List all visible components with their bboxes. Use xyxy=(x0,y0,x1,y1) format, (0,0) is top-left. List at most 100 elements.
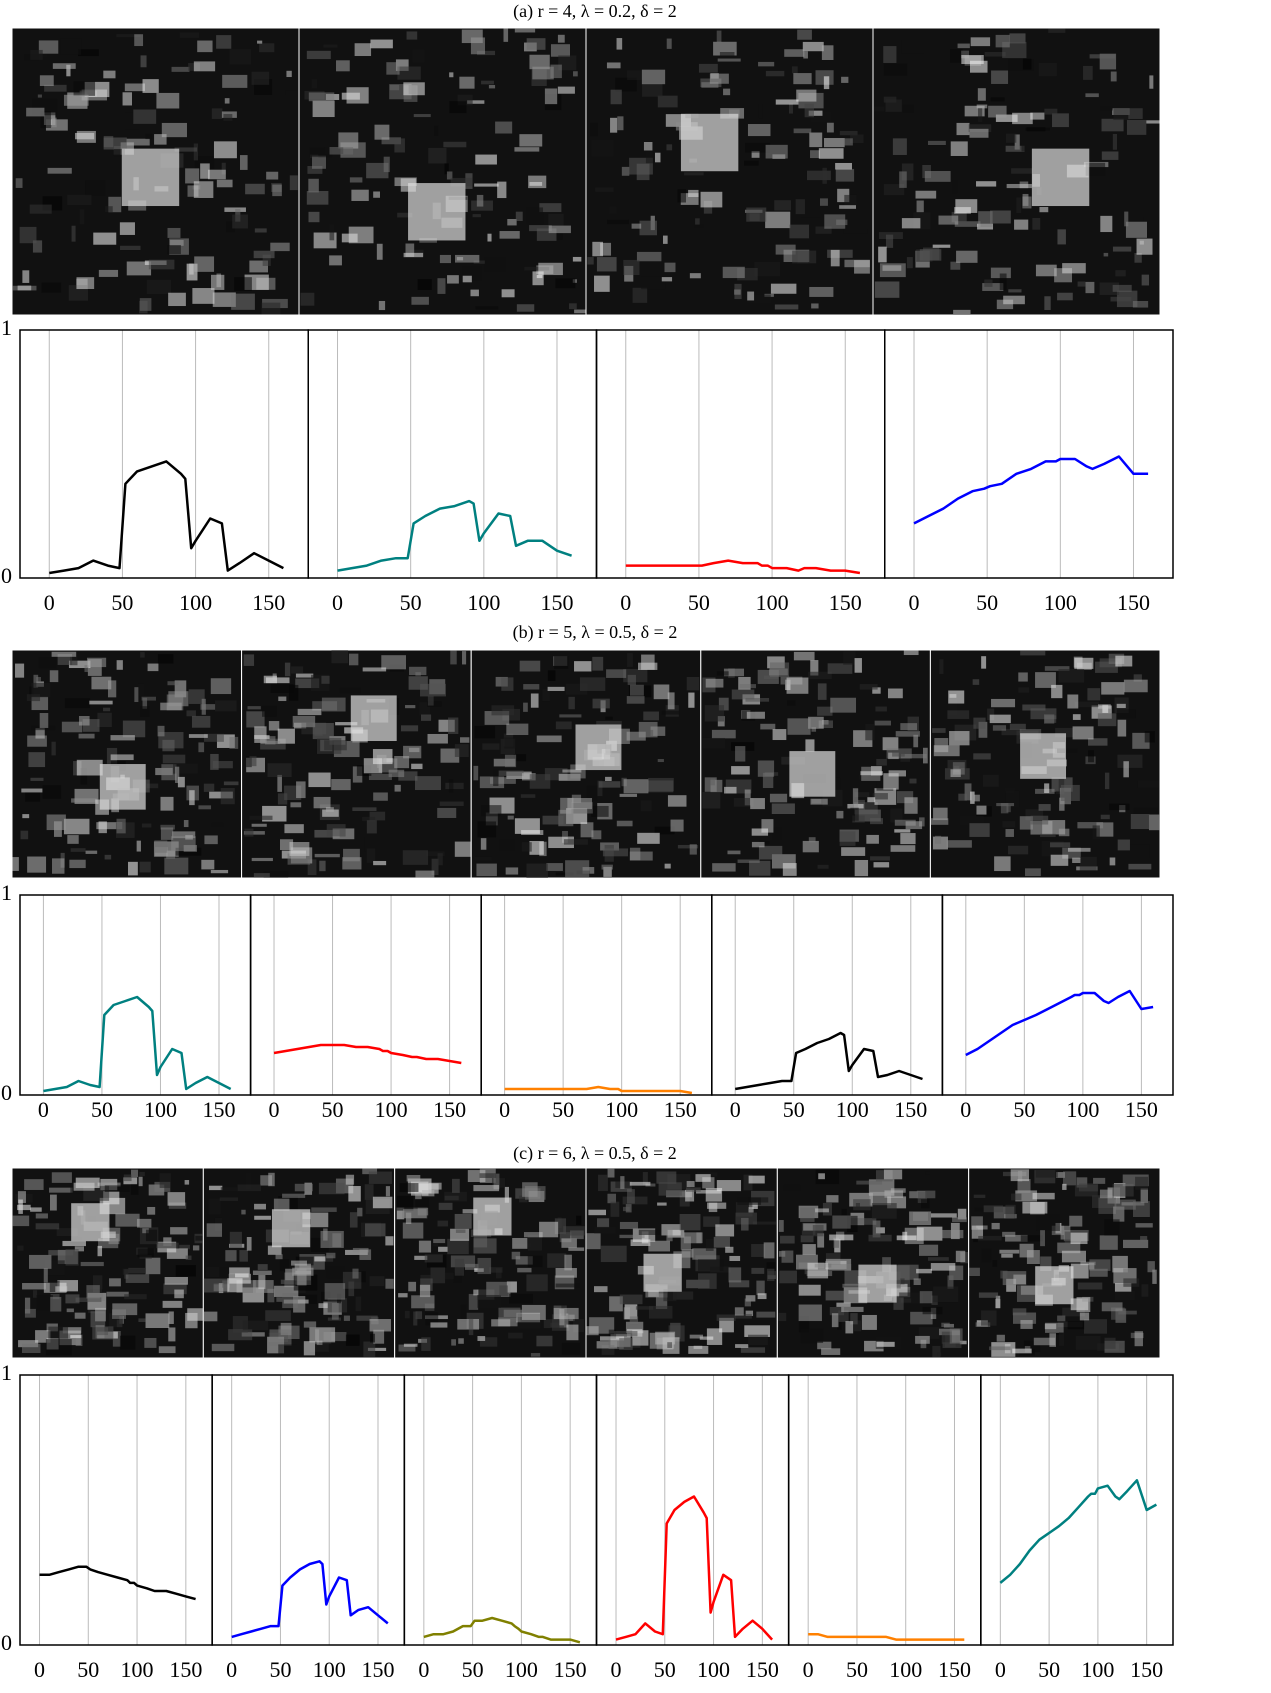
map-texture xyxy=(1012,1308,1027,1316)
map-texture xyxy=(1030,112,1045,120)
map-texture xyxy=(810,150,820,159)
map-texture xyxy=(376,243,383,260)
map-texture xyxy=(499,839,515,851)
map-texture xyxy=(70,848,86,852)
map-texture xyxy=(595,187,614,192)
map-texture xyxy=(261,302,281,315)
map-texture xyxy=(919,1291,933,1304)
map-texture xyxy=(817,683,827,700)
map-texture xyxy=(310,1340,329,1352)
map-texture xyxy=(503,28,509,42)
map-texture xyxy=(686,1180,695,1188)
map-texture xyxy=(489,777,516,784)
map-texture xyxy=(679,1214,701,1231)
map-texture xyxy=(369,1276,385,1287)
map-texture xyxy=(239,1250,248,1262)
map-texture xyxy=(279,1259,290,1272)
map-texture xyxy=(1113,108,1130,121)
map-texture xyxy=(28,752,46,768)
map-texture xyxy=(29,204,52,214)
map-texture xyxy=(927,140,946,146)
map-texture xyxy=(823,138,845,148)
x-tick-label: 100 xyxy=(1044,590,1077,615)
map-texture xyxy=(870,856,890,861)
map-texture xyxy=(220,1187,238,1192)
map-texture xyxy=(164,857,189,875)
map-texture xyxy=(68,660,91,669)
map-texture xyxy=(976,181,997,187)
map-texture xyxy=(168,691,189,707)
map-texture xyxy=(839,831,856,846)
map-texture xyxy=(890,845,916,852)
map-texture xyxy=(751,1244,766,1257)
map-texture xyxy=(950,261,961,270)
map-texture xyxy=(606,669,627,678)
map-texture xyxy=(544,88,558,105)
map-texture xyxy=(503,1309,523,1317)
map-texture xyxy=(874,720,891,726)
map-texture xyxy=(959,1340,967,1345)
map-texture xyxy=(140,55,147,68)
map-texture xyxy=(941,1331,952,1344)
map-texture xyxy=(593,1286,608,1293)
map-texture xyxy=(1030,708,1057,720)
map-texture xyxy=(303,1341,316,1356)
map-texture xyxy=(402,1209,427,1219)
map-texture xyxy=(497,181,507,199)
map-texture xyxy=(981,1310,997,1326)
map-texture xyxy=(282,1293,298,1309)
map-texture xyxy=(70,656,78,666)
map-texture xyxy=(539,1221,559,1238)
map-texture xyxy=(284,824,304,834)
map-texture xyxy=(702,792,721,809)
map-texture xyxy=(207,169,226,180)
map-texture xyxy=(645,152,654,164)
map-texture xyxy=(427,701,442,707)
map-texture xyxy=(1070,1232,1088,1245)
map-texture xyxy=(603,866,612,877)
map-texture xyxy=(629,684,644,696)
x-tick-label: 0 xyxy=(418,1657,429,1682)
map-texture xyxy=(1019,816,1033,830)
map-texture xyxy=(369,1319,391,1332)
map-texture xyxy=(86,657,107,668)
map-texture xyxy=(1002,1271,1027,1286)
map-texture xyxy=(1058,1332,1064,1346)
map-texture xyxy=(477,1336,486,1341)
map-texture xyxy=(73,81,96,96)
map-texture xyxy=(394,138,405,153)
map-texture xyxy=(504,754,517,768)
facet-frame xyxy=(403,1374,598,1646)
map-texture xyxy=(306,50,331,60)
map-texture xyxy=(193,143,199,161)
map-texture xyxy=(619,1234,645,1239)
map-texture xyxy=(592,698,610,709)
map-texture xyxy=(808,837,816,843)
map-texture xyxy=(498,770,524,776)
map-texture xyxy=(841,847,866,856)
map-bright-patch xyxy=(99,764,146,810)
map-texture xyxy=(167,681,179,686)
map-texture xyxy=(1133,674,1142,682)
map-texture xyxy=(84,665,89,673)
map-texture xyxy=(615,77,637,92)
map-texture xyxy=(793,128,812,134)
map-texture xyxy=(203,1278,229,1293)
map-texture xyxy=(763,1242,775,1259)
map-texture xyxy=(941,1322,950,1328)
map-texture xyxy=(662,235,668,244)
map-texture xyxy=(479,1173,497,1178)
map-texture xyxy=(521,842,532,852)
map-texture xyxy=(397,212,413,218)
map-texture xyxy=(598,1174,608,1192)
map-texture xyxy=(1076,1297,1091,1313)
map-texture xyxy=(555,721,572,730)
map-texture xyxy=(488,84,496,89)
map-bright-patch xyxy=(473,1197,512,1236)
map-texture xyxy=(1134,253,1142,263)
spectrum-line xyxy=(913,455,1149,525)
map-texture xyxy=(694,224,704,228)
map-texture xyxy=(368,1171,392,1184)
map-texture xyxy=(213,141,237,159)
